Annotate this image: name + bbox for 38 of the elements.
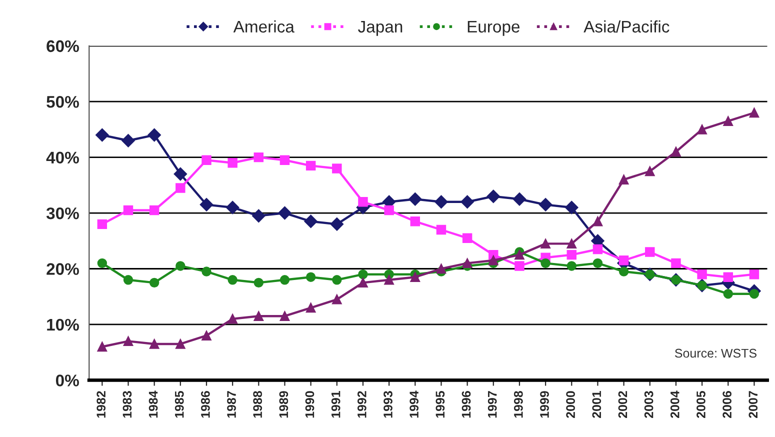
x-tick-label: 1988: [253, 390, 262, 418]
x-tick-label: 1986: [200, 391, 210, 418]
x-tick-label: 1992: [357, 391, 366, 418]
annotation: Source: WSTS: [674, 348, 757, 358]
x-tick-label: 1990: [305, 391, 314, 418]
x-tick-label: 1985: [174, 390, 184, 418]
x-tick-label: 2005: [696, 390, 706, 418]
x-tick-label: 2002: [618, 391, 628, 418]
x-tick-label: 1993: [384, 391, 392, 418]
x-tick-label: 1984: [148, 390, 158, 418]
x-tick-label: 1989: [279, 391, 288, 418]
x-tick-label: 2004: [670, 390, 680, 418]
y-tick-label: 40%: [46, 152, 79, 164]
x-tick-label: 1994: [410, 390, 418, 418]
x-tick-label: 1998: [514, 390, 523, 418]
y-tick-label: 60%: [46, 40, 79, 52]
x-tick-label: 1991: [331, 390, 340, 418]
x-tick-label: 1982: [96, 391, 106, 418]
y-tick-label: 50%: [46, 96, 79, 108]
legend-label: Japan: [358, 20, 402, 36]
x-tick-label: 2006: [722, 391, 732, 418]
y-tick-label: 0%: [56, 374, 79, 386]
x-tick-label: 2007: [748, 391, 758, 418]
y-tick-label: 10%: [47, 318, 79, 331]
legend-label: Asia/Pacific: [584, 20, 670, 33]
x-tick-label: 2000: [566, 391, 575, 418]
x-tick-label: 1987: [227, 391, 236, 418]
x-tick-label: 2001: [592, 390, 602, 418]
x-tick-label: 1995: [436, 390, 445, 418]
x-tick-label: 2003: [644, 391, 654, 418]
y-tick-label: 30%: [46, 207, 79, 220]
x-tick-label: 1983: [122, 391, 132, 418]
y-tick-label: 20%: [46, 263, 79, 275]
x-tick-label: 1997: [488, 391, 497, 418]
x-tick-label: 1996: [462, 391, 471, 418]
x-tick-label: 1999: [540, 391, 549, 418]
legend-label: America: [233, 20, 294, 33]
legend-label: Europe: [468, 20, 520, 36]
